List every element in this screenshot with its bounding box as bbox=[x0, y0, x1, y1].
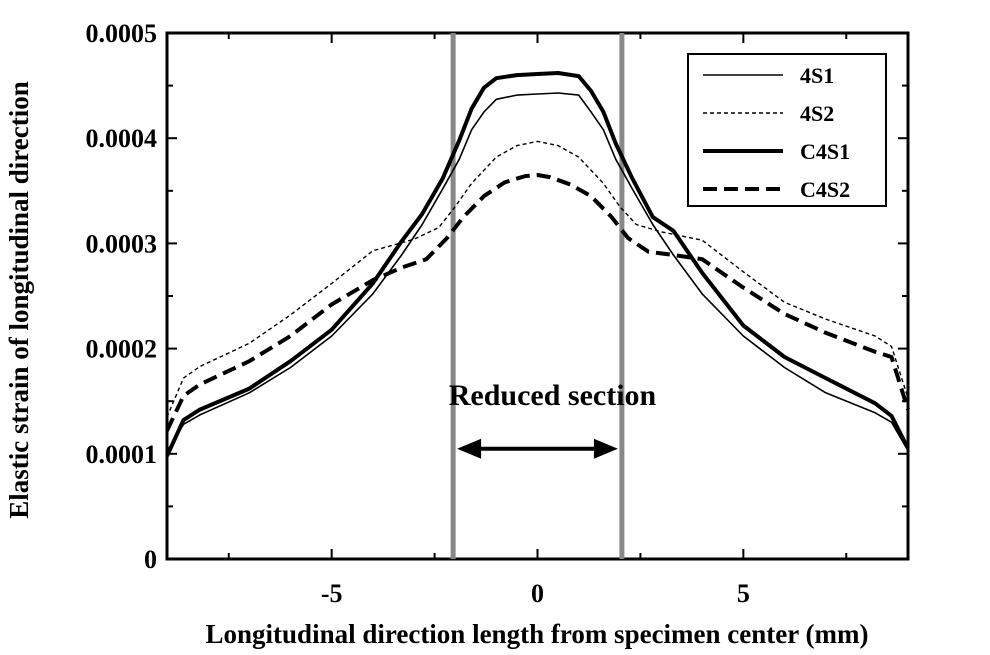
y-tick-label: 0.0004 bbox=[86, 124, 158, 153]
legend-box bbox=[687, 53, 887, 207]
arrow-head-left bbox=[457, 438, 482, 459]
annotation-label: Reduced section bbox=[449, 379, 657, 412]
y-tick-label: 0.0002 bbox=[86, 335, 158, 364]
reduced-section-annotation: Reduced section bbox=[449, 379, 657, 459]
y-axis: 0 0.0001 0.0002 0.0003 0.0004 0.0005 bbox=[86, 19, 908, 574]
series-line-c4s2 bbox=[165, 173, 910, 432]
arrow-head-right bbox=[593, 438, 618, 459]
y-tick-label: 0.0003 bbox=[86, 229, 158, 258]
x-tick-label: 5 bbox=[737, 579, 750, 608]
x-axis-title: Longitudinal direction length from speci… bbox=[206, 619, 869, 649]
x-axis: -5 0 5 bbox=[227, 33, 848, 608]
series-line-4s1 bbox=[166, 92, 909, 453]
y-tick-label: 0.0005 bbox=[86, 19, 158, 48]
reduced-section-lines bbox=[450, 33, 625, 559]
legend-label: C4S2 bbox=[800, 177, 850, 202]
y-axis-title: Elastic strain of longitudinal direction bbox=[4, 81, 34, 519]
y-tick-label: 0.0001 bbox=[86, 440, 158, 469]
legend-label: 4S2 bbox=[800, 101, 834, 126]
series-line-c4s1 bbox=[165, 71, 910, 457]
series-layer bbox=[165, 71, 910, 457]
series-line-4s2 bbox=[166, 140, 909, 418]
legend: 4S1 4S2 C4S1 C4S2 bbox=[687, 53, 887, 207]
legend-label: C4S1 bbox=[800, 139, 850, 164]
x-tick-label: -5 bbox=[321, 579, 343, 608]
y-tick-label: 0 bbox=[144, 545, 157, 574]
x-tick-label: 0 bbox=[531, 579, 544, 608]
legend-label: 4S1 bbox=[800, 63, 834, 88]
